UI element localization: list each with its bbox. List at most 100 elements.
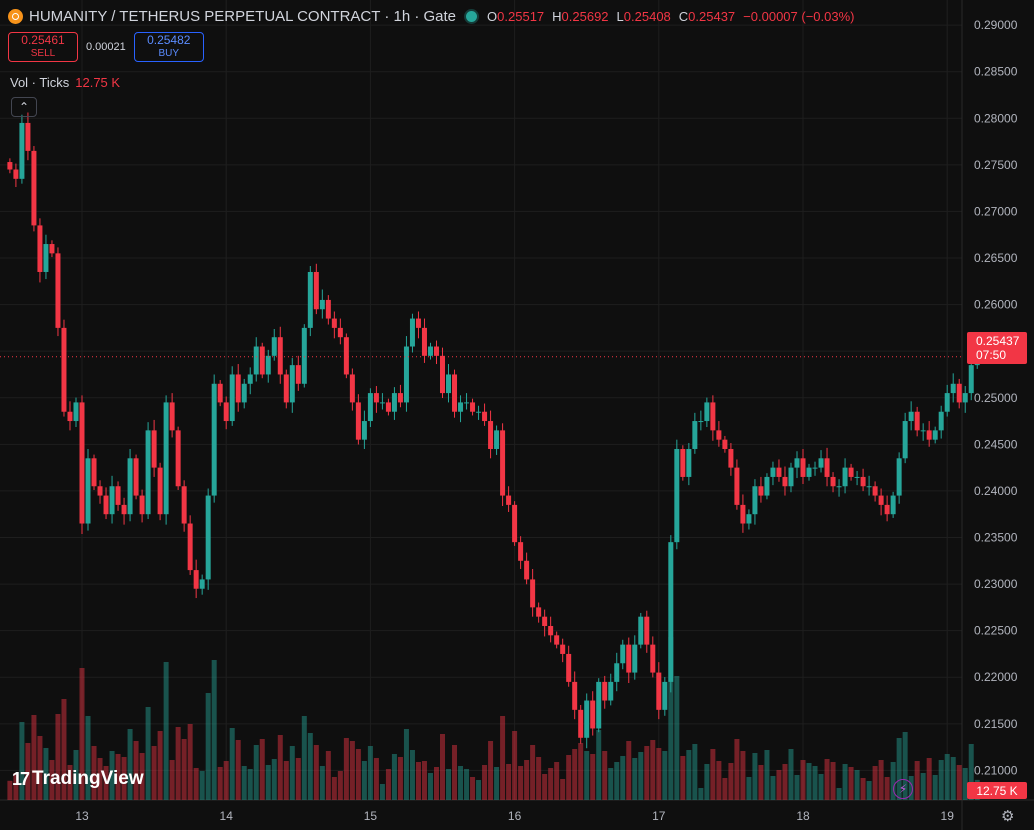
volume-bar — [109, 751, 115, 800]
volume-bar — [85, 716, 91, 800]
lightning-icon[interactable]: ⚡ — [893, 779, 913, 799]
candle-body — [824, 458, 830, 477]
candle-body — [674, 448, 680, 543]
buy-button[interactable]: 0.25482 BUY — [133, 32, 204, 62]
volume-bar — [506, 764, 512, 800]
volume-bar — [806, 763, 812, 800]
volume-bar — [740, 751, 746, 800]
tradingview-logo[interactable]: 17 TradingView — [12, 768, 144, 790]
sell-button[interactable]: 0.25461 SELL — [8, 32, 78, 62]
chevron-up-icon: ⌃ — [18, 100, 30, 114]
candle-body — [97, 486, 103, 496]
price-tick-label: 0.29000 — [974, 18, 1018, 32]
candle-body — [770, 467, 776, 477]
volume-bar — [470, 777, 476, 800]
symbol-title[interactable]: HUMANITY / TETHERUS PERPETUAL CONTRACT ·… — [29, 7, 457, 25]
candle-body — [7, 162, 13, 170]
price-tick-label: 0.27000 — [974, 204, 1018, 218]
volume-bar — [512, 731, 518, 800]
buy-price: 0.25482 — [147, 33, 191, 47]
price-tick-label: 0.23000 — [974, 577, 1018, 591]
candle-body — [391, 393, 397, 412]
candle-body — [181, 486, 187, 524]
candle-body — [530, 579, 536, 608]
volume-bar — [43, 748, 49, 800]
candle-body — [229, 374, 235, 422]
volume-bar — [722, 778, 728, 800]
candle-body — [788, 467, 794, 487]
volume-bar — [854, 770, 860, 800]
gear-icon[interactable]: ⚙ — [1001, 808, 1015, 825]
volume-bar — [692, 744, 698, 800]
candle-body — [446, 374, 452, 394]
candle-body — [920, 430, 926, 432]
volume-bar — [554, 762, 560, 800]
volume-bar — [896, 738, 902, 800]
candle-body — [265, 355, 271, 375]
volume-bar — [265, 765, 271, 800]
volume-bar — [776, 770, 782, 800]
price-tick-label: 0.25000 — [974, 391, 1018, 405]
candle-body — [271, 337, 277, 356]
candle-body — [247, 374, 253, 384]
volume-bar — [19, 722, 25, 800]
candle-body — [325, 299, 331, 319]
candle-body — [259, 346, 265, 375]
price-tick-label: 0.22000 — [974, 670, 1018, 684]
volume-bar — [524, 760, 530, 800]
candle-body — [331, 318, 337, 328]
volume-bar — [926, 758, 932, 800]
candle-body — [878, 495, 884, 505]
candle-body — [433, 346, 439, 356]
volume-bar — [812, 766, 818, 800]
volume-bar — [620, 756, 626, 800]
candle-body — [127, 458, 133, 515]
candle-body — [554, 635, 560, 645]
volume-bar — [476, 780, 482, 800]
candle-body — [608, 681, 614, 701]
candle-body — [500, 430, 506, 496]
price-tick-label: 0.28500 — [974, 65, 1018, 79]
candle-body — [427, 346, 433, 356]
candle-body — [902, 421, 908, 459]
candle-body — [602, 681, 608, 701]
volume-bar — [259, 739, 265, 800]
volume-bar — [566, 755, 572, 800]
volume-bar — [920, 773, 926, 800]
volume-bar — [914, 761, 920, 800]
candle-body — [656, 672, 662, 710]
close-label: C — [678, 8, 689, 24]
candle-body — [361, 421, 367, 440]
volume-bar — [61, 699, 67, 800]
candle-body — [13, 169, 19, 179]
volume-bar — [217, 767, 223, 800]
volume-bar — [878, 760, 884, 800]
volume-label[interactable]: Vol · Ticks — [10, 75, 70, 90]
volume-bar — [884, 777, 890, 800]
candle-body — [343, 337, 349, 375]
candle-body — [464, 402, 470, 404]
price-tick-label: 0.24500 — [974, 437, 1018, 451]
candle-body — [896, 458, 902, 496]
open-label: O — [487, 8, 498, 24]
volume-bar — [662, 751, 668, 800]
candle-body — [37, 225, 43, 272]
volume-bar — [253, 745, 259, 800]
volume-bar — [758, 765, 764, 800]
volume-bar — [530, 745, 536, 800]
volume-bar — [307, 733, 313, 800]
time-tick-label: 18 — [796, 809, 810, 823]
candle-body — [289, 365, 295, 403]
volume-bar — [836, 788, 842, 800]
volume-bar — [211, 660, 217, 800]
candle-body — [968, 365, 974, 394]
candle-body — [494, 430, 500, 449]
candle-body — [818, 458, 824, 468]
tradingview-mark-icon: 17 — [12, 768, 30, 789]
volume-bar — [764, 750, 770, 800]
candle-body — [842, 467, 848, 487]
candle-body — [740, 504, 746, 524]
collapse-legend-button[interactable]: ⌃ — [11, 97, 37, 117]
open-value: 0.25517 — [497, 8, 545, 24]
